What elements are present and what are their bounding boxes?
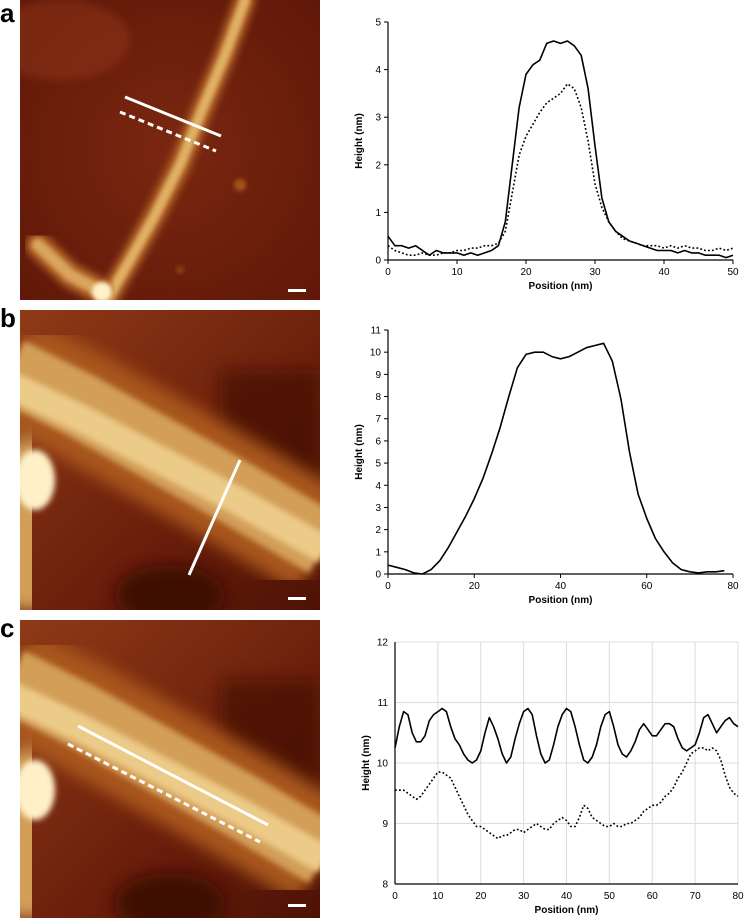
afm-image-c: [20, 620, 320, 918]
chart-b-y-tick-label: 7: [375, 414, 381, 425]
chart-c-y-axis-title: Height (nm): [361, 735, 372, 791]
profile-line-solid: [124, 95, 222, 138]
chart-a-x-tick-label: 0: [385, 267, 391, 278]
chart-b-series-solid-line: [387, 342, 725, 575]
chart-b-x-tick-label: 20: [469, 581, 481, 592]
panel-letter-b: b: [0, 303, 16, 333]
chart-a-y-tick-label: 4: [375, 65, 381, 76]
afm-image-b: [20, 310, 320, 610]
chart-c-x-tick-label: 60: [647, 891, 659, 902]
chart-c-y-tick-label: 12: [377, 638, 389, 649]
chart-c-x-tick-label: 20: [475, 891, 487, 902]
chart-c-series-dotted-line: [395, 747, 739, 840]
chart-b-x-tick-label: 60: [641, 581, 653, 592]
chart-b-y-tick-label: 6: [375, 436, 381, 447]
chart-a-x-tick-label: 40: [658, 267, 670, 278]
chart-b-y-axis-title: Height (nm): [354, 424, 365, 480]
profile-line-solid: [187, 459, 242, 576]
chart-b-x-tick-label: 40: [555, 581, 567, 592]
chart-svg-b: 0 20 40 60 80 0 1 2 3 4 5 6 7 8 9 10 11 Position (nm) Heig…: [354, 326, 739, 607]
chart-c-series-solid-line: [394, 707, 739, 764]
chart-c-x-tick-label: 40: [561, 891, 573, 902]
chart-b-y-tick-label: 1: [375, 547, 381, 558]
profile-line-dashed: [119, 110, 217, 153]
chart-b-x-axis-title: Position (nm): [529, 595, 593, 606]
chart-c-x-tick-label: 30: [518, 891, 530, 902]
chart-b-y-tick-label: 9: [375, 370, 381, 381]
chart-a-y-tick-label: 3: [375, 113, 381, 124]
chart-a-y-tick-label: 2: [375, 160, 381, 171]
chart-a-y-tick-label: 0: [375, 256, 381, 267]
profile-line-dashed: [67, 742, 261, 844]
height-profile-chart-c: 0 10 20 30 40 50 60 70 80 8 9 10 11 12 Position (nm) He…: [345, 620, 745, 918]
height-profile-chart-a: 0 10 20 30 40 50 0 1 2 3 4 5 Position (nm) Height (nm…: [345, 0, 745, 300]
chart-b-y-tick-label: 3: [375, 503, 381, 514]
chart-b-y-tick-label: 5: [375, 459, 381, 470]
chart-a-x-tick-label: 20: [520, 267, 532, 278]
chart-c-x-tick-label: 70: [690, 891, 702, 902]
chart-b-y-tick-label: 8: [375, 392, 381, 403]
chart-c-x-tick-label: 50: [604, 891, 616, 902]
chart-a-y-axis-title: Height (nm): [354, 113, 365, 169]
chart-c-x-axis-title: Position (nm): [535, 905, 599, 916]
chart-a-x-axis-title: Position (nm): [529, 281, 593, 292]
panel-letter-a: a: [0, 0, 15, 28]
chart-svg-c: 0 10 20 30 40 50 60 70 80 8 9 10 11 12 Position (nm) He…: [361, 638, 744, 917]
profile-line-solid: [77, 724, 269, 827]
chart-a-series-dotted-line: [387, 83, 734, 256]
height-profile-chart-b: 0 20 40 60 80 0 1 2 3 4 5 6 7 8 9 10 11 Position (nm) Heig…: [345, 310, 745, 610]
chart-b-y-tick-label: 10: [370, 348, 382, 359]
scale-bar: [288, 289, 306, 292]
chart-b-x-tick-label: 80: [727, 581, 739, 592]
chart-a-y-tick-label: 5: [375, 18, 381, 29]
scale-bar: [288, 904, 306, 907]
afm-image-a: [20, 0, 320, 300]
chart-c-y-tick-label: 9: [382, 819, 388, 830]
chart-a-series-solid-line: [387, 40, 734, 259]
chart-b-y-tick-label: 2: [375, 525, 381, 536]
panel-letter-c: c: [0, 613, 15, 643]
chart-a-y-tick-label: 1: [375, 208, 381, 219]
chart-a-x-tick-label: 50: [727, 267, 739, 278]
chart-c-y-tick-label: 10: [377, 759, 389, 770]
chart-b-y-tick-label: 11: [371, 326, 382, 337]
chart-c-x-tick-label: 80: [732, 891, 744, 902]
chart-b-y-tick-label: 0: [375, 570, 381, 581]
chart-a-x-tick-label: 10: [451, 267, 463, 278]
chart-c-y-tick-label: 11: [378, 698, 389, 709]
chart-b-y-tick-label: 4: [375, 481, 381, 492]
chart-c-x-tick-label: 10: [432, 891, 444, 902]
chart-c-x-tick-label: 0: [392, 891, 398, 902]
chart-b-x-tick-label: 0: [385, 581, 391, 592]
chart-c-y-tick-label: 8: [382, 880, 388, 891]
scale-bar: [288, 597, 306, 600]
chart-svg-a: 0 10 20 30 40 50 0 1 2 3 4 5 Position (nm) Height (nm…: [354, 18, 739, 293]
chart-a-x-tick-label: 30: [589, 267, 601, 278]
